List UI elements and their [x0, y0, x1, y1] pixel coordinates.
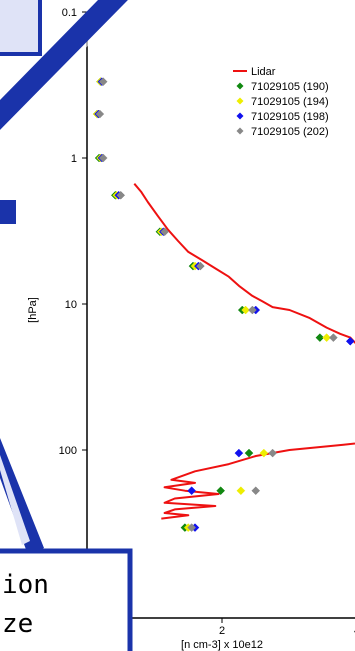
data-point-series-4 — [196, 261, 205, 271]
data-point-series-4 — [160, 227, 169, 237]
data-point-series-2 — [241, 305, 250, 315]
data-point-series-4 — [268, 448, 277, 458]
y-tick-label: 0.1 — [62, 7, 77, 19]
legend-swatch-point — [236, 127, 244, 135]
legend-entry-label: 71029105 (202) — [251, 126, 329, 138]
overlay-left-marker — [0, 200, 16, 224]
callout-box-bottom — [0, 548, 133, 651]
data-point-series-1 — [315, 333, 325, 342]
callout-text-line1: ion — [2, 570, 49, 600]
y-axis-ticks: 0.1 1 10 100 — [59, 7, 87, 457]
data-point-series-2 — [236, 486, 246, 496]
y-tick-label: 10 — [65, 299, 77, 311]
data-point-series-2 — [259, 448, 269, 458]
data-point-series-4 — [95, 109, 105, 119]
data-point-series-4 — [116, 190, 126, 200]
y-tick-label: 1 — [71, 153, 77, 165]
y-tick-label: 100 — [59, 445, 77, 457]
data-point-series-4 — [251, 486, 261, 496]
data-point-series-3 — [345, 336, 355, 346]
series-line-lidar — [133, 183, 355, 520]
data-point-series-1 — [244, 448, 254, 458]
lidar-line-layer — [133, 183, 355, 520]
overlay-arrow-stroke — [0, 438, 44, 555]
callout-box-top — [0, 0, 42, 56]
data-point-series-4 — [187, 523, 196, 532]
x-tick-label: 2 — [219, 625, 225, 637]
legend-swatch-point — [236, 82, 244, 90]
data-point-series-4 — [98, 77, 108, 87]
legend: Lidar 71029105 (190) 71029105 (194) 7102910… — [233, 66, 329, 138]
x-tick-label: 4 — [354, 625, 355, 637]
legend-entry-label: Lidar — [251, 66, 276, 78]
y-axis-label: [hPa] — [27, 297, 39, 323]
data-point-series-1 — [216, 486, 226, 496]
data-point-series-4 — [98, 153, 108, 163]
overlay-arrow-stroke-inner — [0, 455, 30, 545]
overlay-diagonal-stroke-shadow — [0, 0, 133, 135]
points-layer — [92, 77, 355, 532]
legend-swatch-point — [236, 97, 244, 105]
data-point-series-3 — [234, 448, 244, 458]
legend-entry-label: 71029105 (190) — [251, 81, 329, 93]
x-axis-label: [n cm-3] x 10e12 — [181, 639, 263, 651]
x-axis-ticks: 2468 — [219, 618, 355, 637]
data-point-series-4 — [248, 305, 257, 315]
legend-entry-label: 71029105 (194) — [251, 96, 329, 108]
legend-entry-label: 71029105 (198) — [251, 111, 329, 123]
data-point-series-2 — [322, 333, 331, 342]
legend-swatch-point — [236, 112, 244, 120]
data-point-series-4 — [329, 333, 338, 342]
data-point-series-3 — [187, 486, 196, 496]
callout-text-line2: ze — [2, 609, 33, 639]
